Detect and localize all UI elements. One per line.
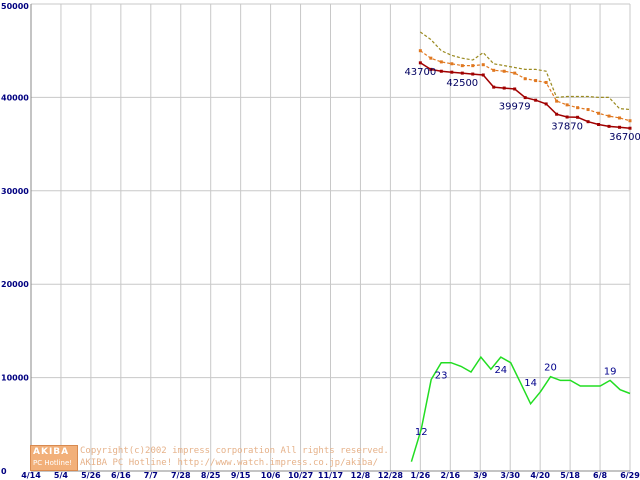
y-tick-label: 50000: [1, 2, 29, 11]
price-point: [523, 77, 527, 81]
count-series-line: [410, 355, 631, 462]
y-tick-labels: 0 10000 20000 30000 40000 50000: [1, 2, 29, 476]
site-url-line: AKIBA PC Hotline! http://www.watch.impre…: [80, 458, 379, 468]
price-point: [607, 124, 611, 128]
axes: [30, 4, 630, 472]
x-tick-labels: 4/14 5/4 5/26 6/16 7/7 7/28 8/25 9/15 10/6 10/27 1…: [21, 471, 640, 480]
y-tick-label: 30000: [1, 187, 29, 196]
price-point: [429, 56, 433, 60]
x-tick-label: 7/28: [171, 471, 191, 480]
y-tick-label: 20000: [1, 280, 29, 289]
price-point: [555, 112, 559, 116]
y-tick-label: 10000: [1, 374, 29, 383]
x-tick-label: 5/26: [81, 471, 101, 480]
x-tick-label: 6/29: [620, 471, 640, 480]
price-point: [576, 115, 580, 119]
price-point: [565, 103, 569, 107]
price-point: [534, 79, 538, 83]
price-point: [450, 70, 454, 74]
price-point: [460, 64, 464, 68]
price-point: [576, 106, 580, 110]
price-point: [439, 69, 443, 73]
x-tick-label: 7/7: [144, 471, 158, 480]
y-tick-label: 0: [1, 467, 7, 476]
price-point: [460, 71, 464, 75]
price-data-label: 43700: [404, 67, 436, 78]
price-point: [513, 71, 517, 75]
price-point: [628, 126, 632, 130]
akiba-logo: AKIBA PC Hotline!: [30, 445, 78, 471]
x-tick-label: 10/6: [261, 471, 281, 480]
count-data-label: 19: [604, 366, 617, 377]
price-point: [471, 64, 475, 68]
price-point: [565, 115, 569, 119]
copyright-line: Copyright(c)2002 impress corporation All…: [80, 446, 389, 456]
price-point: [618, 116, 622, 120]
price-point: [492, 85, 496, 89]
x-tick-label: 12/8: [351, 471, 371, 480]
price-point: [450, 62, 454, 66]
price-point: [544, 102, 548, 106]
x-tick-label: 8/25: [201, 471, 221, 480]
price-point: [492, 68, 496, 72]
price-point: [628, 119, 632, 123]
price-point: [502, 86, 506, 90]
count-data-label: 12: [415, 427, 428, 438]
x-tick-label: 4/20: [530, 471, 550, 480]
x-tick-label: 2/16: [440, 471, 460, 480]
price-point: [481, 73, 485, 77]
price-data-label: 42500: [446, 78, 478, 89]
price-data-label: 37870: [551, 121, 583, 132]
price-point: [586, 108, 590, 112]
x-tick-label: 3/30: [500, 471, 520, 480]
count-data-label: 23: [435, 371, 448, 382]
x-tick-label: 12/28: [378, 471, 404, 480]
price-point: [471, 72, 475, 76]
x-tick-label: 1/26: [411, 471, 431, 480]
x-tick-label: 5/4: [54, 471, 68, 480]
price-point: [523, 96, 527, 100]
x-tick-label: 6/8: [593, 471, 607, 480]
price-point: [534, 98, 538, 102]
price-point: [418, 49, 422, 53]
price-point: [618, 125, 622, 129]
price-point: [597, 111, 601, 115]
price-data-label: 39979: [499, 102, 531, 113]
data-labels: 43700 42500 39979 37870 36700 12 23 24 14 20 19: [404, 67, 640, 438]
price-data-label: 36700: [609, 132, 640, 143]
grid: [30, 3, 631, 472]
x-tick-label: 4/14: [21, 471, 41, 480]
price-series-line: [419, 31, 631, 111]
price-point: [586, 120, 590, 124]
x-tick-label: 3/9: [473, 471, 487, 480]
count-data-label: 24: [494, 365, 507, 376]
series-group: [410, 31, 632, 462]
x-tick-label: 5/18: [560, 471, 580, 480]
price-point: [607, 114, 611, 118]
y-tick-label: 40000: [1, 93, 29, 102]
logo-bottom-text: PC Hotline!: [33, 459, 73, 467]
price-point: [555, 99, 559, 103]
x-tick-label: 11/17: [318, 471, 343, 480]
price-point: [481, 63, 485, 67]
x-tick-label: 10/27: [288, 471, 313, 480]
price-point: [597, 122, 601, 126]
price-point: [513, 87, 517, 91]
price-point: [439, 60, 443, 64]
logo-top-text: AKIBA: [33, 447, 70, 457]
price-point: [418, 61, 422, 65]
x-tick-label: 6/16: [111, 471, 131, 480]
price-point: [544, 80, 548, 84]
x-tick-label: 9/15: [231, 471, 251, 480]
count-data-label: 14: [524, 378, 537, 389]
count-data-label: 20: [544, 363, 557, 374]
price-point: [502, 69, 506, 73]
price-point: [429, 67, 433, 71]
